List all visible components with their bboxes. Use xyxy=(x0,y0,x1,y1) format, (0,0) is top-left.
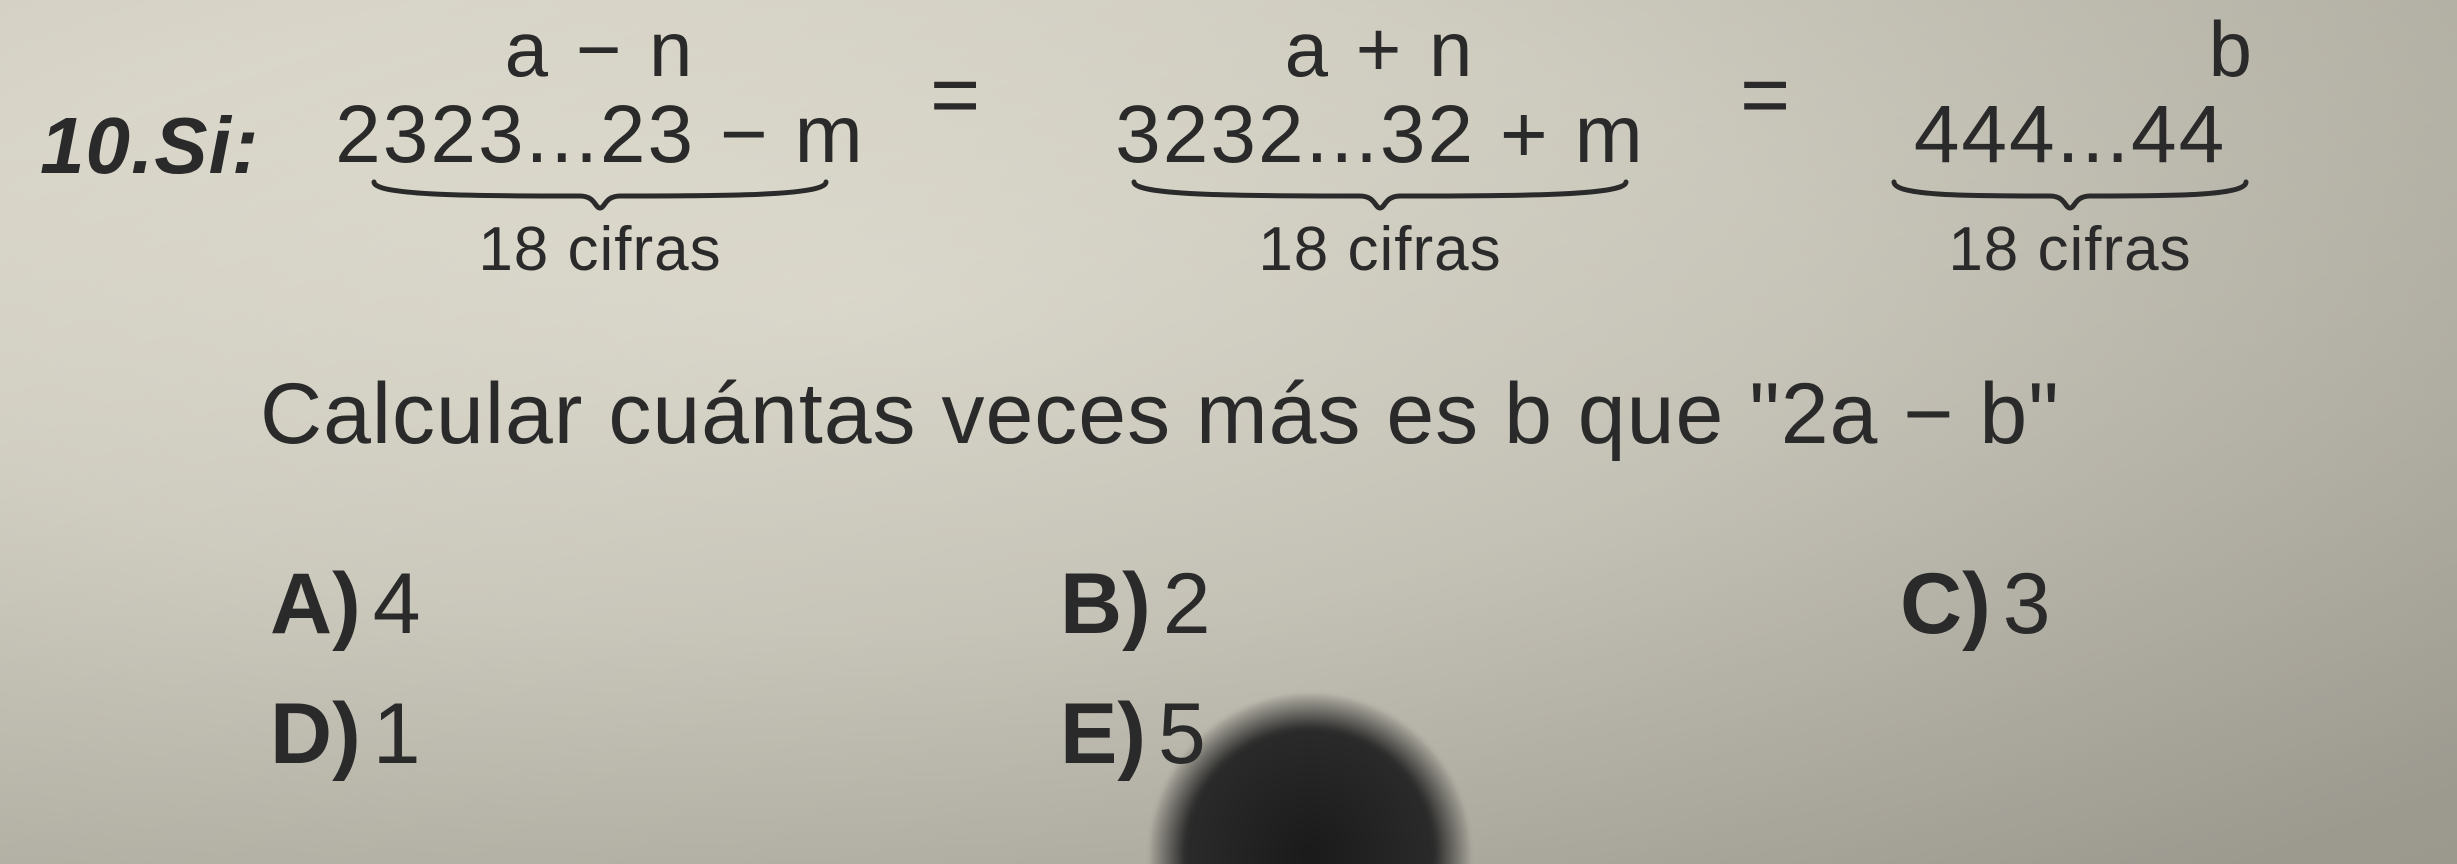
equals-2: = xyxy=(1740,52,1790,138)
option-b-value: 2 xyxy=(1163,556,1211,652)
equals-1: = xyxy=(930,52,980,138)
option-c: C)3 xyxy=(1900,555,2051,654)
option-d-value: 1 xyxy=(373,686,421,782)
expr3-brace xyxy=(1890,178,2250,212)
option-d-key: D) xyxy=(270,686,361,782)
option-b: B)2 xyxy=(1060,555,1211,654)
problem-number-label: 10.Si: xyxy=(40,100,259,192)
expr2-main: 3232...32 + m xyxy=(1040,94,1720,176)
expr2-exponent: a + n xyxy=(1040,10,1720,88)
expression-row: 10.Si: a − n 2323...23 − m 18 cifras = a… xyxy=(0,10,2457,290)
expr2-brace xyxy=(1130,178,1630,212)
option-c-value: 3 xyxy=(2003,556,2051,652)
option-a-value: 4 xyxy=(373,556,421,652)
option-a-key: A) xyxy=(270,556,361,652)
expr1-main: 2323...23 − m xyxy=(300,94,900,176)
expr1-caption: 18 cifras xyxy=(300,214,900,285)
expr1-exponent: a − n xyxy=(300,10,900,88)
question-quoted: "2a − b" xyxy=(1749,366,2060,462)
option-b-key: B) xyxy=(1060,556,1151,652)
question-prefix: Calcular cuántas veces más es b que xyxy=(260,366,1749,462)
expr-group-1: a − n 2323...23 − m 18 cifras xyxy=(300,10,900,285)
question-line: Calcular cuántas veces más es b que "2a … xyxy=(260,365,2060,464)
expr3-main: 444...44 xyxy=(1855,94,2285,176)
expr-group-2: a + n 3232...32 + m 18 cifras xyxy=(1040,10,1720,285)
expr-group-3: b 444...44 18 cifras xyxy=(1855,10,2285,285)
expr2-caption: 18 cifras xyxy=(1040,214,1720,285)
option-a: A)4 xyxy=(270,555,421,654)
option-c-key: C) xyxy=(1900,556,1991,652)
expr3-exponent: b xyxy=(1855,10,2285,88)
option-d: D)1 xyxy=(270,685,421,784)
option-e-key: E) xyxy=(1060,686,1146,782)
expr1-brace xyxy=(370,178,830,212)
problem-content: 10.Si: a − n 2323...23 − m 18 cifras = a… xyxy=(0,0,2457,864)
expr3-caption: 18 cifras xyxy=(1855,214,2285,285)
